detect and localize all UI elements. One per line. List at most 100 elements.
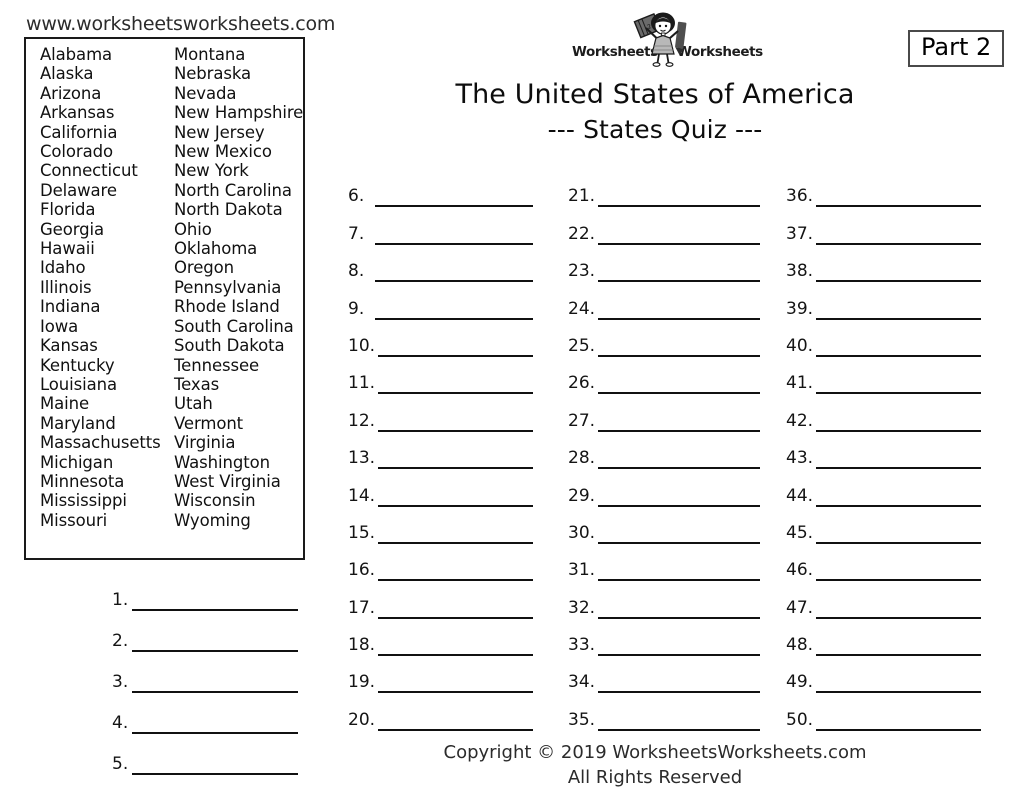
answer-row: 41.: [786, 357, 981, 395]
answer-row: 28.: [568, 432, 760, 470]
answer-blank-line[interactable]: [378, 491, 533, 507]
answer-row: 1.: [112, 570, 298, 611]
answer-blank-line[interactable]: [132, 759, 298, 775]
state-name: Iowa: [40, 316, 79, 336]
answer-row: 18.: [348, 619, 533, 657]
answer-number: 50.: [786, 709, 814, 730]
answer-row: 46.: [786, 544, 981, 582]
answer-row: 50.: [786, 693, 981, 731]
answer-blank-line[interactable]: [816, 453, 981, 470]
answer-blank-line[interactable]: [816, 565, 981, 582]
state-name: Louisiana: [40, 374, 117, 394]
state-name: Kentucky: [40, 355, 115, 375]
answer-blank-line[interactable]: [816, 528, 981, 544]
footer-copyright: Copyright © 2019 WorksheetsWorksheets.co…: [443, 742, 867, 763]
answer-blank-line[interactable]: [816, 266, 981, 283]
answer-blank-line[interactable]: [598, 603, 760, 619]
answer-blank-line[interactable]: [378, 341, 533, 357]
answer-blank-line[interactable]: [132, 677, 298, 693]
state-name: Florida: [40, 200, 96, 220]
answer-row: 29.: [568, 469, 760, 507]
answer-number: 42.: [786, 410, 814, 431]
state-name: Hawaii: [40, 239, 95, 259]
answer-blank-line[interactable]: [598, 191, 760, 208]
answer-blank-line[interactable]: [816, 640, 981, 657]
answer-blank-line[interactable]: [598, 715, 760, 731]
answer-blank-line[interactable]: [375, 304, 533, 320]
answer-blank-line[interactable]: [816, 229, 981, 245]
state-name: Utah: [174, 394, 213, 414]
answer-row: 19.: [348, 656, 533, 694]
state-name: West Virginia: [174, 471, 281, 491]
answer-blank-line[interactable]: [598, 677, 760, 694]
state-name: Idaho: [40, 258, 86, 278]
answer-number: 5.: [112, 754, 129, 774]
answer-number: 47.: [786, 597, 814, 618]
answer-blank-line[interactable]: [132, 595, 298, 611]
answer-blank-line[interactable]: [378, 528, 533, 544]
answer-blank-line[interactable]: [375, 229, 533, 245]
answer-blank-line[interactable]: [816, 715, 981, 731]
answer-row: 39.: [786, 282, 981, 320]
answer-row: 11.: [348, 357, 533, 395]
answer-column-first-five: 1. 2. 3. 4. 5.: [112, 570, 298, 775]
answer-blank-line[interactable]: [375, 191, 533, 208]
site-url-text: www.worksheetsworksheets.com: [26, 13, 336, 35]
answer-number: 24.: [568, 298, 596, 319]
state-name: Arkansas: [40, 103, 115, 123]
answer-blank-line[interactable]: [816, 416, 981, 432]
answer-number: 27.: [568, 410, 596, 431]
answer-blank-line[interactable]: [598, 453, 760, 470]
answer-blank-line[interactable]: [598, 229, 760, 245]
answer-row: 22.: [568, 207, 760, 245]
state-name: New York: [174, 161, 249, 181]
answer-blank-line[interactable]: [816, 603, 981, 619]
state-name: North Carolina: [174, 180, 292, 200]
answer-blank-line[interactable]: [598, 528, 760, 544]
answer-number: 17.: [348, 597, 376, 618]
answer-blank-line[interactable]: [816, 341, 981, 357]
state-name: Delaware: [40, 180, 117, 200]
answer-blank-line[interactable]: [378, 677, 533, 694]
answer-blank-line[interactable]: [378, 416, 533, 432]
answer-row: 40.: [786, 320, 981, 357]
answer-blank-line[interactable]: [378, 378, 533, 395]
answer-blank-line[interactable]: [598, 378, 760, 395]
answer-row: 3.: [112, 652, 298, 693]
answer-blank-line[interactable]: [816, 677, 981, 694]
answer-row: 26.: [568, 357, 760, 395]
answer-number: 6.: [348, 186, 365, 207]
answer-blank-line[interactable]: [598, 266, 760, 283]
state-name: Nevada: [174, 83, 237, 103]
answer-number: 49.: [786, 672, 814, 693]
answer-blank-line[interactable]: [378, 715, 533, 731]
answer-number: 39.: [786, 298, 814, 319]
answer-row: 30.: [568, 507, 760, 544]
answer-blank-line[interactable]: [132, 636, 298, 652]
answer-blank-line[interactable]: [816, 491, 981, 507]
answer-row: 12.: [348, 394, 533, 432]
answer-blank-line[interactable]: [132, 718, 298, 734]
answer-blank-line[interactable]: [375, 266, 533, 283]
answer-blank-line[interactable]: [378, 565, 533, 582]
answer-number: 3.: [112, 672, 129, 692]
answer-row: 36.: [786, 170, 981, 208]
answer-blank-line[interactable]: [598, 491, 760, 507]
answer-blank-line[interactable]: [378, 640, 533, 657]
answer-number: 13.: [348, 448, 376, 469]
answer-blank-line[interactable]: [598, 304, 760, 320]
answer-number: 22.: [568, 223, 596, 244]
answer-blank-line[interactable]: [816, 191, 981, 208]
answer-blank-line[interactable]: [378, 603, 533, 619]
answer-blank-line[interactable]: [816, 304, 981, 320]
answer-blank-line[interactable]: [598, 341, 760, 357]
answer-blank-line[interactable]: [598, 416, 760, 432]
answer-blank-line[interactable]: [598, 565, 760, 582]
answer-blank-line[interactable]: [598, 640, 760, 657]
answer-blank-line[interactable]: [816, 378, 981, 395]
answer-blank-line[interactable]: [378, 453, 533, 470]
answer-number: 45.: [786, 522, 814, 543]
state-name: California: [40, 122, 118, 142]
answer-column-b: 21. 22. 23. 24. 25. 26. 27. 28. 29. 30. 31. 32. 33. 3…: [568, 170, 760, 731]
